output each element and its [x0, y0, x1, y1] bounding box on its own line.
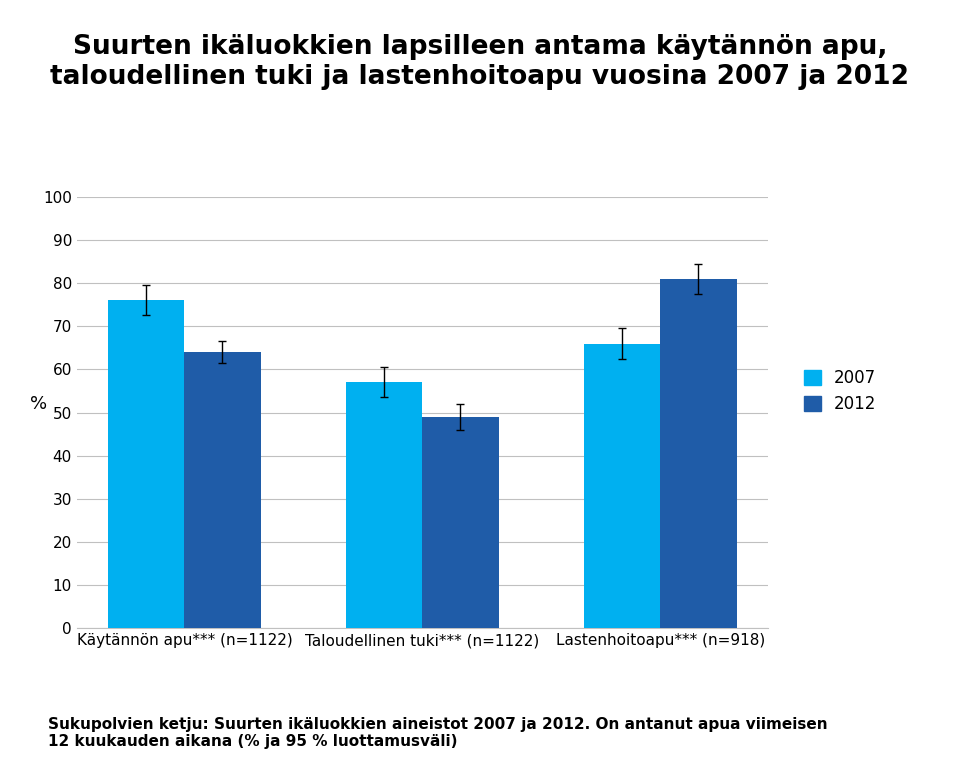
Bar [660, 279, 736, 628]
Legend: 2007, 2012: 2007, 2012 [804, 369, 876, 413]
Text: Suurten ikäluokkien lapsilleen antama käytännön apu,
taloudellinen tuki ja laste: Suurten ikäluokkien lapsilleen antama kä… [51, 34, 909, 90]
Bar [422, 417, 498, 628]
Bar [347, 382, 422, 628]
Bar [585, 344, 660, 628]
Bar [108, 301, 184, 628]
Y-axis label: %: % [30, 394, 47, 413]
Text: Sukupolvien ketju: Suurten ikäluokkien aineistot 2007 ja 2012. On antanut apua v: Sukupolvien ketju: Suurten ikäluokkien a… [48, 717, 828, 749]
Bar [184, 352, 260, 628]
